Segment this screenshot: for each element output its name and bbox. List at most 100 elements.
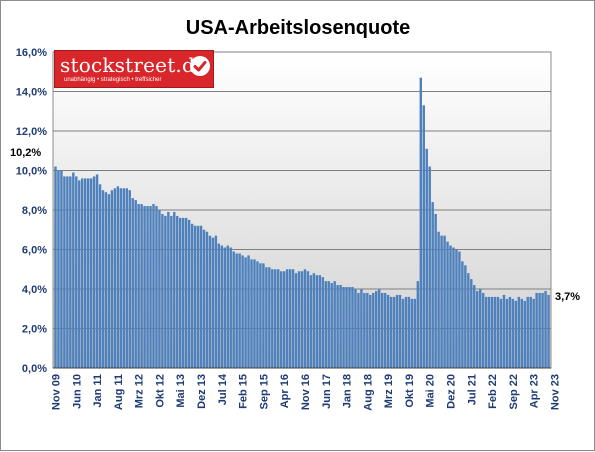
bar <box>473 285 476 368</box>
bar <box>205 231 209 368</box>
bar <box>508 296 512 368</box>
logo-wordmark: stockstreet.de <box>60 53 208 77</box>
bar <box>363 292 366 368</box>
bar <box>336 285 339 368</box>
bar <box>476 290 479 368</box>
bar <box>419 77 423 369</box>
bar <box>505 298 509 369</box>
bar <box>440 235 443 368</box>
bar <box>541 292 544 368</box>
chart-title: USA-Arbeitslosenquote <box>186 17 410 39</box>
x-tick-label: Aug 11 <box>113 374 125 410</box>
bar <box>306 271 310 368</box>
bar <box>401 298 405 369</box>
x-tick-label: Mrz 12 <box>134 374 146 408</box>
bar <box>360 289 363 368</box>
bar <box>309 275 313 368</box>
y-tick-label: 0,0% <box>22 363 47 375</box>
bar <box>467 273 470 368</box>
bar <box>193 225 197 368</box>
bar <box>386 294 390 368</box>
bar <box>253 259 256 369</box>
bar <box>517 296 521 368</box>
bar <box>199 225 203 368</box>
bar <box>327 281 330 368</box>
bar <box>422 105 425 368</box>
y-axis-labels: 0,0% 2,0% 4,0% 6,0% 8,0% 10,0% 12,0% 14,0% 16,0% <box>16 47 47 375</box>
bar <box>217 243 221 368</box>
bar <box>297 271 301 368</box>
bar <box>315 275 319 368</box>
bar <box>446 241 449 368</box>
y-tick-label: 16,0% <box>16 47 47 59</box>
x-tick-label: Nov 09 <box>50 374 62 410</box>
y-tick-label: 2,0% <box>22 324 47 336</box>
bar <box>57 170 60 368</box>
bar <box>291 269 295 368</box>
bar <box>345 287 348 368</box>
bar <box>268 267 271 368</box>
bar <box>413 298 417 369</box>
bar <box>487 296 491 368</box>
bar <box>190 223 194 368</box>
bar <box>470 279 473 369</box>
stockstreet-logo: stockstreet.de unabhängig • strategisch … <box>54 50 214 88</box>
bar <box>179 217 182 368</box>
x-tick-label: Feb 22 <box>487 374 499 409</box>
bar <box>351 287 354 368</box>
bar <box>187 219 191 369</box>
bar <box>149 206 152 368</box>
bar <box>484 296 488 368</box>
bar <box>285 269 289 368</box>
bar <box>83 178 87 368</box>
x-tick-label: Sep 15 <box>258 374 270 409</box>
bar <box>116 186 120 368</box>
bar <box>241 255 244 368</box>
bar <box>312 273 316 368</box>
bar <box>526 296 529 368</box>
bar <box>366 292 369 368</box>
checkmark-icon <box>190 56 210 76</box>
bar <box>247 255 250 368</box>
bar <box>176 215 179 368</box>
bar <box>66 176 69 368</box>
bar <box>181 217 185 368</box>
bar <box>378 289 381 368</box>
bar <box>60 170 63 368</box>
bar <box>538 292 541 368</box>
bar <box>279 271 283 368</box>
x-tick-label: Jan 11 <box>92 374 104 408</box>
bar <box>523 300 526 368</box>
bar <box>265 267 268 368</box>
bar <box>214 235 218 368</box>
bar <box>101 190 105 368</box>
bar <box>98 184 102 368</box>
bar <box>104 192 108 368</box>
y-tick-label: 10,0% <box>16 166 47 178</box>
bar <box>303 269 307 368</box>
x-tick-label: Dez 13 <box>196 374 208 409</box>
x-tick-label: Apr 16 <box>279 374 291 408</box>
logo-tagline: unabhängig • strategisch • treffsicher <box>64 77 162 83</box>
bar <box>544 290 547 368</box>
x-tick-label: Nov 16 <box>300 374 312 410</box>
bar <box>330 283 333 368</box>
bar <box>520 298 524 369</box>
bar <box>398 294 402 368</box>
bar <box>128 190 131 368</box>
x-tick-label: Jan 18 <box>342 374 354 408</box>
bar <box>437 231 440 368</box>
bar <box>410 298 414 369</box>
bar <box>250 259 253 369</box>
x-tick-label: Mai 20 <box>425 374 437 408</box>
bar <box>196 225 200 368</box>
bar <box>107 194 111 368</box>
bar <box>78 180 81 369</box>
y-tick-label: 12,0% <box>16 126 47 138</box>
bar <box>274 269 277 368</box>
x-tick-label: Mrz 19 <box>383 374 395 408</box>
bar <box>288 269 292 368</box>
bar <box>244 257 247 368</box>
x-tick-label: Feb 15 <box>238 374 250 409</box>
y-tick-label: 14,0% <box>16 87 47 99</box>
